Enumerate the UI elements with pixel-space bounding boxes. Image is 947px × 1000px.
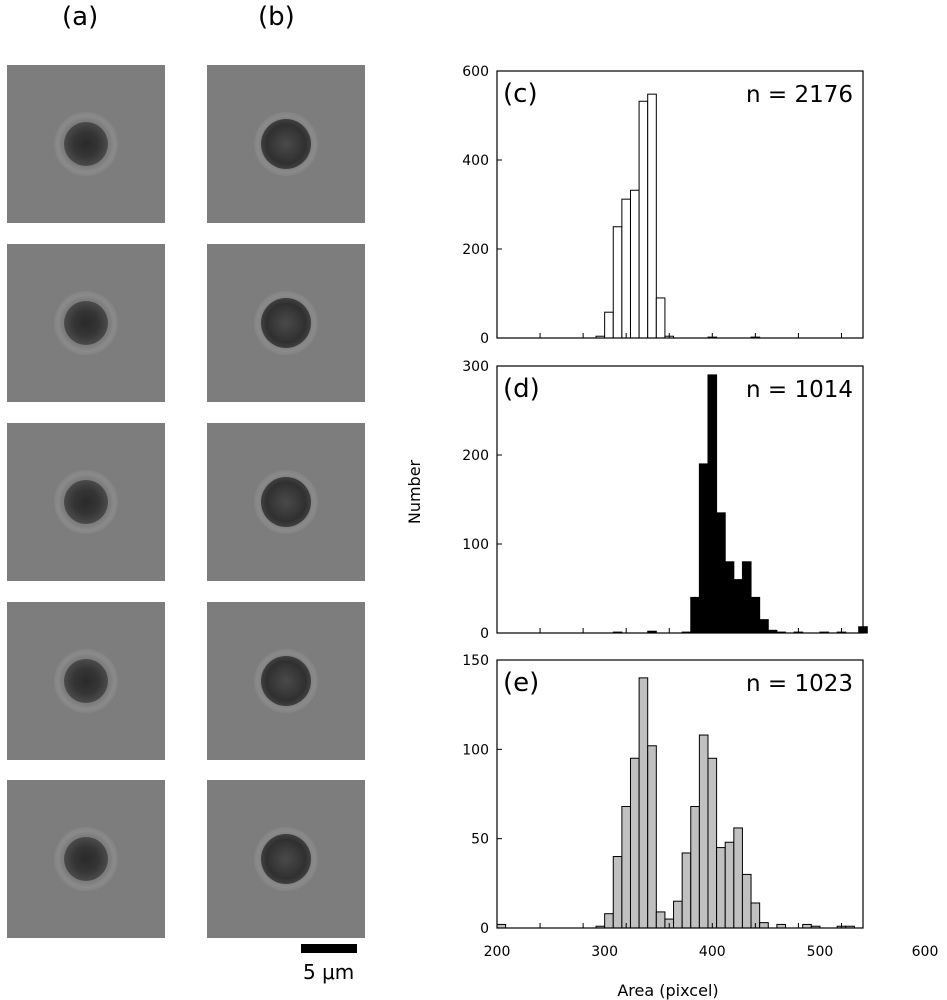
histogram-bar	[690, 806, 700, 929]
histogram-panel-1: 0 200 400 600 (c) n = 2176	[462, 64, 864, 347]
histogram-bar	[690, 596, 700, 634]
histogram-bar	[750, 596, 761, 634]
micrograph-a-2	[7, 244, 165, 402]
y-tick-label: 100	[462, 742, 489, 758]
histogram-bar	[612, 226, 623, 339]
y-tick-label: 200	[462, 448, 489, 464]
micrograph-b-5	[207, 780, 365, 938]
y-tick-label: 0	[480, 626, 489, 642]
histogram-bar	[741, 561, 752, 634]
scale-bar	[301, 944, 357, 953]
histogram-bar	[638, 100, 649, 339]
histogram-bar	[698, 734, 709, 929]
column-label-a: (a)	[62, 2, 99, 32]
histogram-bar	[759, 922, 769, 929]
histogram-bar	[629, 189, 640, 339]
histogram-bar	[716, 847, 726, 929]
histogram-bar	[604, 311, 614, 339]
y-tick-label: 200	[462, 242, 489, 258]
plot-frame	[496, 659, 864, 929]
x-axis-title: Area (pixcel)	[617, 981, 718, 1000]
histogram-bar	[638, 677, 649, 929]
histogram-panel-2: 0 100 200 300 (d) n = 1014	[462, 359, 868, 642]
histogram-bar	[698, 463, 709, 634]
x-tick-label: 300	[591, 944, 618, 960]
micrograph-b-2	[207, 244, 365, 402]
histogram-bar	[724, 841, 735, 929]
micrograph-a-1	[7, 65, 165, 223]
histogram-bar	[733, 579, 743, 634]
plot-frame	[496, 70, 864, 339]
micrograph-b-4	[207, 602, 365, 760]
x-tick-label: 200	[484, 944, 511, 960]
sample-count: n = 2176	[746, 82, 853, 108]
y-tick-label: 0	[480, 331, 489, 347]
histogram-bar	[724, 561, 735, 634]
y-tick-label: 50	[471, 832, 489, 848]
sample-count: n = 1023	[746, 671, 853, 697]
y-tick-label: 150	[462, 653, 489, 669]
panel-label: (d)	[503, 374, 540, 404]
plot-frame	[496, 365, 864, 634]
micrograph-a-3	[7, 423, 165, 581]
x-tick-label: 500	[807, 944, 834, 960]
histogram-bar	[673, 900, 683, 929]
histogram-bar	[681, 852, 692, 929]
y-tick-label: 300	[462, 359, 489, 375]
histogram-panel-3: 0 50 100 150 (e) n = 1023	[462, 653, 864, 937]
x-tick-label: 400	[699, 944, 726, 960]
column-label-b: (b)	[258, 2, 295, 32]
micrograph-a-5	[7, 780, 165, 938]
y-tick-label: 0	[480, 921, 489, 937]
sample-count: n = 1014	[746, 377, 853, 403]
histogram-bar	[621, 806, 631, 929]
panel-label: (e)	[503, 668, 539, 698]
histogram-bar	[733, 827, 743, 929]
histogram-bar	[759, 619, 769, 634]
micrograph-b-3	[207, 423, 365, 581]
scale-bar-label: 5 μm	[303, 960, 355, 984]
y-axis-title: Number	[405, 459, 424, 524]
micrograph-a-4	[7, 602, 165, 760]
histogram-bar	[655, 911, 666, 929]
x-tick-label: 600	[912, 944, 939, 960]
histogram-bar	[621, 198, 631, 339]
micrograph-b-1	[207, 65, 365, 223]
histogram-bar	[707, 757, 718, 929]
histogram-bar	[647, 745, 657, 929]
histogram-bar	[716, 512, 726, 634]
y-tick-label: 600	[462, 64, 489, 80]
histogram-bar	[741, 873, 752, 929]
y-tick-label: 400	[462, 153, 489, 169]
histogram-bar	[629, 757, 640, 929]
histogram-bar	[604, 913, 614, 929]
panel-label: (c)	[503, 79, 538, 109]
histogram-bar	[707, 374, 718, 634]
histogram-bar	[612, 856, 623, 929]
histogram-bar	[647, 93, 657, 339]
histogram-bar	[655, 297, 666, 339]
y-tick-label: 100	[462, 537, 489, 553]
